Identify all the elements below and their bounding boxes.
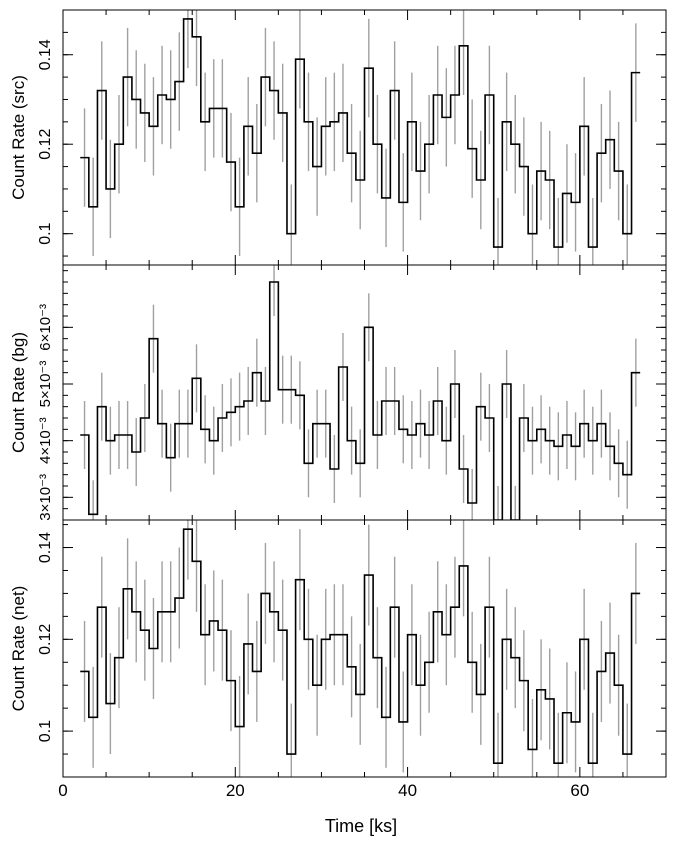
y-tick-label: 0.1 (37, 720, 54, 742)
y-tick-label: 3×10⁻³ (37, 474, 54, 521)
x-tick-label: 60 (570, 781, 589, 800)
y-tick-label: 0.12 (37, 129, 54, 160)
y-tick-label: 6×10⁻³ (37, 304, 54, 351)
y-tick-label: 0.12 (37, 624, 54, 655)
step-line-net (80, 528, 641, 765)
y-tick-label: 5×10⁻³ (37, 361, 54, 408)
panel-src: 0.1 0.12 0.14 Count Rate (src) (9, 9, 667, 266)
panel-net-data (80, 520, 641, 777)
panel-net: 0.1 0.12 0.14 Count Rate (net) (9, 519, 667, 778)
step-line-bg (80, 281, 641, 520)
y-axis-label-bg: Count Rate (bg) (9, 332, 28, 453)
x-tick-label: 0 (58, 781, 67, 800)
x-tick-label: 20 (226, 781, 245, 800)
panel-bg: 3×10⁻³ 4×10⁻³ 5×10⁻³ 6×10⁻³ Count Rate (bg) (9, 264, 667, 521)
y-tick-label: 0.1 (37, 222, 54, 244)
y-axis-label-src: Count Rate (src) (9, 75, 28, 200)
panel-src-data (80, 10, 641, 265)
x-axis-label: Time [ks] (325, 816, 397, 836)
panel-bg-data (80, 265, 641, 520)
step-line-src (80, 18, 641, 248)
y-axis-label-net: Count Rate (net) (9, 586, 28, 712)
y-tick-label: 4×10⁻³ (37, 417, 54, 464)
x-tick-label: 40 (398, 781, 417, 800)
y-tick-label: 0.14 (37, 39, 54, 70)
y-tick-label: 0.14 (37, 532, 54, 563)
